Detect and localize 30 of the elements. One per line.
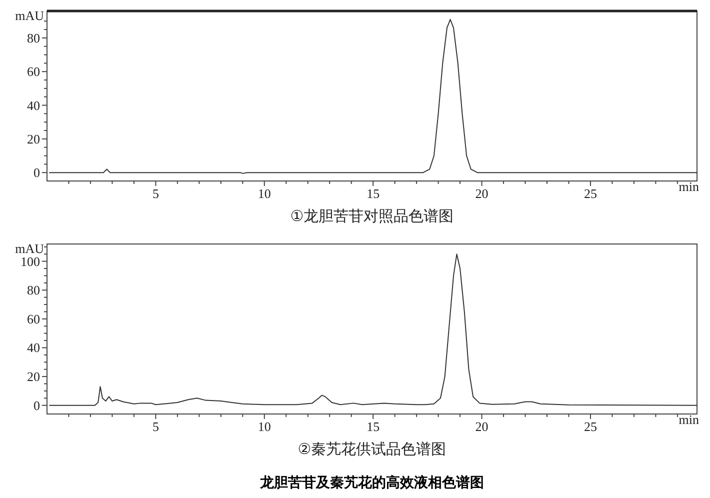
x-axis-title: min — [678, 412, 700, 427]
x-tick-label: 10 — [258, 186, 271, 201]
x-tick-label: 20 — [475, 186, 488, 201]
x-tick-label: 25 — [584, 419, 597, 434]
x-tick-label: 20 — [475, 419, 488, 434]
y-axis-title: mAU — [15, 8, 45, 23]
x-tick-label: 10 — [258, 419, 271, 434]
y-tick-label: 40 — [27, 98, 40, 113]
y-tick-label: 60 — [27, 311, 40, 326]
x-tick-label: 5 — [152, 419, 159, 434]
x-tick-label: 15 — [366, 186, 380, 201]
y-tick-label: 80 — [27, 282, 40, 298]
x-tick-label: 15 — [366, 419, 380, 434]
text: 龙胆苦苷及秦艽花的高效液相色谱图 — [259, 474, 484, 491]
text: ①龙胆苦苷对照品色谱图 — [290, 207, 454, 225]
x-tick-label: 5 — [152, 186, 159, 201]
y-tick-label: 40 — [27, 340, 40, 356]
text: ②秦艽花供试品色谱图 — [298, 440, 446, 458]
y-tick-label: 100 — [20, 254, 40, 269]
y-tick-label: 20 — [27, 131, 40, 146]
line-series — [48, 18, 698, 174]
y-tick-label: 60 — [27, 64, 40, 80]
y-tick-label: 80 — [27, 30, 40, 46]
x-tick-label: 25 — [584, 186, 597, 201]
y-tick-label: 0 — [34, 165, 40, 180]
y-axis-title: mAU — [15, 241, 45, 256]
y-tick-label: 20 — [27, 369, 40, 384]
line-series — [48, 254, 698, 406]
x-axis-title: min — [678, 179, 700, 194]
y-tick-label: 0 — [34, 398, 40, 413]
